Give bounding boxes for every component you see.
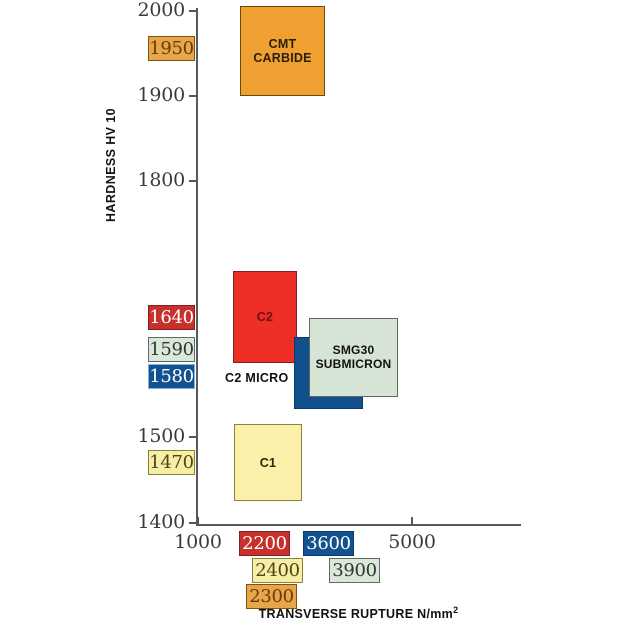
y-axis-title: HARDNESS HV 10: [104, 108, 118, 222]
x-axis-tick-1000: [197, 517, 199, 524]
label-line-1: SMG30: [332, 343, 375, 358]
data-box-c2: C2: [233, 271, 297, 363]
transverse-rupture-value-callout-2200: 2200: [239, 531, 290, 556]
label-line-1: C2: [256, 310, 274, 324]
transverse-rupture-value-callout-2400: 2400: [252, 558, 303, 583]
x-axis-tick-label-5000: 5000: [388, 531, 436, 553]
data-box-cmt-carbide: CMT CARBIDE: [240, 6, 325, 96]
x-axis-line: [196, 524, 521, 526]
hardness-value-callout-1470: 1470: [148, 450, 195, 475]
y-axis-tick-2000: [189, 10, 196, 12]
y-axis-tick-1500: [189, 436, 196, 438]
hardness-value-callout-1640: 1640: [148, 305, 195, 330]
x-axis-title-text: TRANSVERSE RUPTURE N/mm: [258, 607, 454, 622]
data-box-label-c2: C2: [257, 310, 273, 324]
y-axis-tick-label-1400: 1400: [137, 511, 185, 533]
x-axis-title-superscript: 2: [453, 605, 459, 615]
hardness-value-callout-1950: 1950: [148, 36, 195, 61]
label-line-2: SUBMICRON: [315, 356, 392, 371]
external-label-c2-micro: C2 MICRO: [225, 371, 289, 385]
y-axis-tick-label-1500: 1500: [137, 425, 185, 447]
y-axis-tick-label-2000: 2000: [137, 0, 185, 21]
y-axis-tick-label-1900: 1900: [137, 84, 185, 106]
x-axis-tick-label-1000: 1000: [174, 531, 222, 553]
transverse-rupture-value-callout-3900: 3900: [329, 558, 380, 583]
data-box-smg30-submicron: SMG30 SUBMICRON: [309, 318, 398, 397]
y-axis-tick-1900: [189, 95, 196, 97]
transverse-rupture-value-callout-3600: 3600: [303, 531, 354, 556]
label-line-1: C1: [259, 455, 277, 470]
hardness-value-callout-1580: 1580: [148, 364, 195, 389]
label-line-2: CARBIDE: [253, 51, 312, 65]
y-axis-line: [196, 8, 198, 526]
data-box-label-c1: C1: [260, 456, 276, 470]
data-box-label-smg30-submicron: SMG30 SUBMICRON: [315, 343, 392, 371]
data-box-label-cmt-carbide: CMT CARBIDE: [253, 37, 311, 65]
transverse-rupture-value-callout-2300: 2300: [246, 584, 297, 609]
y-axis-tick-label-1800: 1800: [137, 169, 185, 191]
hardness-value-callout-1590: 1590: [148, 337, 195, 362]
y-axis-tick-1400: [189, 522, 196, 524]
y-axis-tick-1800: [189, 180, 196, 182]
x-axis-tick-5000: [411, 517, 413, 524]
label-line-1: CMT: [268, 37, 297, 51]
x-axis-title: TRANSVERSE RUPTURE N/mm2: [196, 605, 521, 621]
data-box-c1: C1: [234, 424, 302, 501]
